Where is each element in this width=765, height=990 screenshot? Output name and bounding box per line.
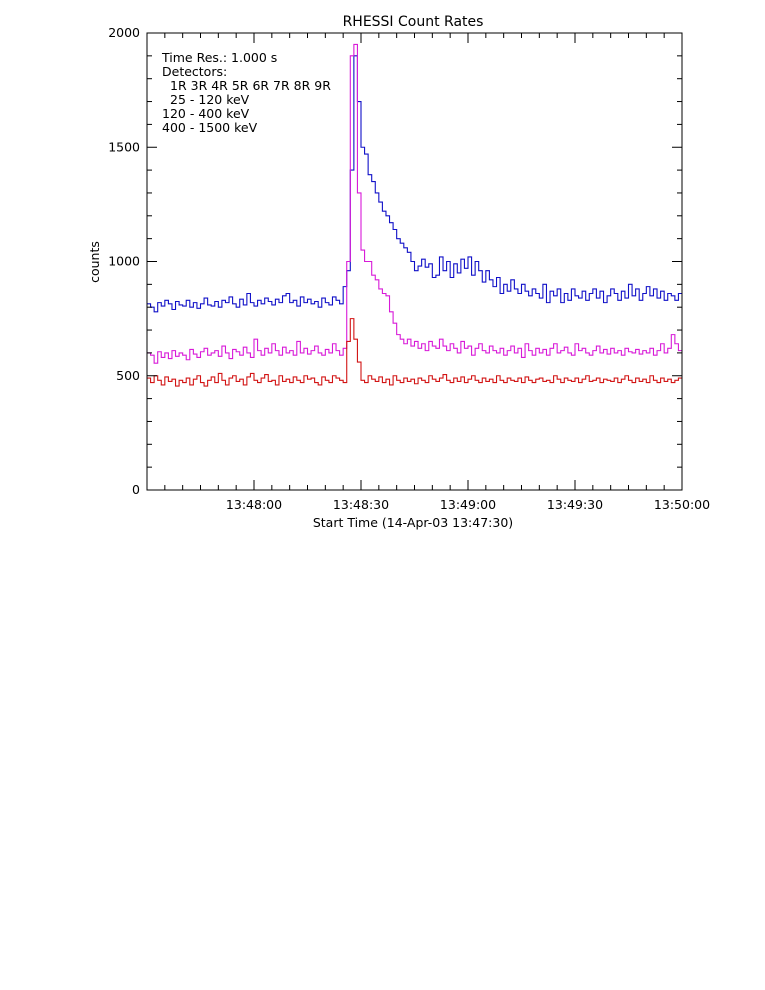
legend: Time Res.: 1.000 s Detectors: 1R 3R 4R 5… (161, 50, 331, 135)
y-tick-label: 2000 (108, 25, 140, 40)
series-0-line (147, 55, 682, 313)
legend-series-0: 25 - 120 keV (170, 92, 250, 107)
series-2-line (147, 318, 682, 387)
x-axis-label: Start Time (14-Apr-03 13:47:30) (313, 515, 513, 530)
legend-series-1: 120 - 400 keV (162, 106, 250, 121)
x-tick-label: 13:48:00 (226, 497, 282, 512)
y-tick-label: 0 (132, 482, 140, 497)
y-tick-label: 500 (116, 368, 140, 383)
legend-detectors: 1R 3R 4R 5R 6R 7R 8R 9R (170, 78, 331, 93)
y-axis-label: counts (87, 241, 102, 283)
x-tick-label: 13:49:00 (440, 497, 496, 512)
ticks-layer: 13:48:00 13:48:30 13:49:00 13:49:30 13:50:00… (108, 25, 710, 512)
x-tick-label: 13:49:30 (547, 497, 603, 512)
y-tick-label: 1000 (108, 254, 140, 269)
x-tick-label: 13:50:00 (654, 497, 710, 512)
series-1-line (147, 43, 682, 364)
legend-series-2: 400 - 1500 keV (162, 120, 258, 135)
y-tick-label: 1500 (108, 139, 140, 154)
legend-time-res: Time Res.: 1.000 s (161, 50, 277, 65)
x-tick-label: 13:48:30 (333, 497, 389, 512)
chart-title: RHESSI Count Rates (343, 14, 484, 30)
series-layer (147, 43, 682, 387)
legend-detectors-label: Detectors: (162, 64, 227, 79)
